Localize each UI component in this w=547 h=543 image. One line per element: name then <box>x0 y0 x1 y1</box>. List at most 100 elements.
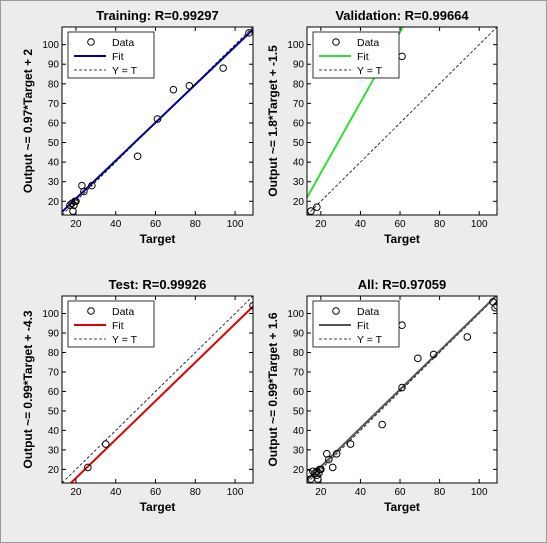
data-point <box>169 85 178 94</box>
data-point <box>153 115 162 123</box>
x-axis-label: Target <box>140 500 176 514</box>
legend-data-label: Data <box>357 306 379 318</box>
y-tick-label: 30 <box>48 177 60 188</box>
data-point <box>70 201 78 210</box>
x-axis-label: Target <box>384 232 420 246</box>
legend-identity-label: Y = T <box>112 65 138 77</box>
y-tick-label: 20 <box>48 465 60 476</box>
legend-data-label: Data <box>112 37 134 49</box>
y-tick-label: 40 <box>48 426 60 437</box>
x-tick-label: 80 <box>190 219 202 230</box>
identity-line <box>307 27 497 215</box>
y-tick-label: 50 <box>293 138 305 149</box>
data-point <box>185 81 194 90</box>
x-tick-label: 60 <box>394 219 406 230</box>
data-point <box>317 465 325 474</box>
x-tick-label: 100 <box>471 487 488 498</box>
y-tick-label: 90 <box>48 329 60 340</box>
x-tick-label: 80 <box>190 487 202 498</box>
y-axis-label: Output ~= 0.99*Target + -4.3 <box>21 310 35 468</box>
panel-validation: 20 40 60 80 100 20 30 40 50 60 70 80 90 100 Validation… <box>266 8 498 246</box>
legend: Data Fit Y = T <box>312 300 400 348</box>
legend-data-label: Data <box>112 306 134 318</box>
chart-title: Test: R=0.99926 <box>109 277 207 292</box>
data-point <box>315 469 323 478</box>
y-tick-label: 100 <box>287 309 304 320</box>
panel-training: 20 40 60 80 100 20 30 40 50 60 70 80 90 100 Training: … <box>21 8 254 246</box>
data-point <box>429 350 438 359</box>
fit-line <box>307 27 404 199</box>
y-tick-label: 60 <box>48 118 60 129</box>
data-point <box>398 383 406 392</box>
y-axis-label: Output ~= 1.8*Target + -1.5 <box>266 45 280 197</box>
data-point <box>245 29 253 37</box>
y-tick-label: 60 <box>48 387 60 398</box>
x-tick-label: 40 <box>355 219 367 230</box>
x-tick-label: 20 <box>315 487 327 498</box>
y-tick-label: 50 <box>48 406 60 417</box>
fit-line <box>69 305 253 483</box>
data-point <box>414 354 422 363</box>
y-tick-label: 40 <box>293 158 305 169</box>
data-point <box>378 420 387 429</box>
x-axis-label: Target <box>384 500 420 514</box>
legend: Data Fit Y = T <box>67 31 155 79</box>
y-tick-label: 30 <box>293 177 305 188</box>
legend-data-label: Data <box>357 37 379 49</box>
y-tick-label: 70 <box>293 99 305 110</box>
chart-title: Validation: R=0.99664 <box>335 8 469 23</box>
data-point <box>328 463 337 472</box>
plot-content <box>307 296 497 483</box>
x-tick-label: 80 <box>434 219 446 230</box>
fit-line <box>62 28 253 213</box>
chart-title: Training: R=0.99297 <box>96 8 218 23</box>
legend-identity-label: Y = T <box>357 65 383 77</box>
legend: Data Fit Y = T <box>67 300 155 348</box>
x-tick-label: 40 <box>110 219 122 230</box>
data-point <box>80 187 88 196</box>
data-point <box>66 201 74 210</box>
y-tick-label: 30 <box>293 445 305 456</box>
legend-fit-label: Fit <box>112 51 124 63</box>
y-tick-label: 50 <box>293 406 305 417</box>
data-point <box>311 469 319 478</box>
axes-box <box>306 295 498 484</box>
x-tick-label: 20 <box>70 219 82 230</box>
y-tick-label: 40 <box>293 426 305 437</box>
legend-data-marker <box>332 38 340 46</box>
y-tick-label: 80 <box>293 79 305 90</box>
y-tick-label: 20 <box>48 197 60 208</box>
data-point <box>491 303 497 312</box>
y-tick-label: 80 <box>48 348 60 359</box>
y-tick-label: 80 <box>48 79 60 90</box>
x-tick-label: 80 <box>434 487 446 498</box>
y-tick-label: 50 <box>48 138 60 149</box>
panel-all: 20 40 60 80 100 20 30 40 50 60 70 80 90 100 All: R=0.9… <box>266 277 498 514</box>
x-tick-label: 40 <box>355 487 367 498</box>
data-point <box>313 203 321 211</box>
legend: Data Fit Y = T <box>312 31 400 79</box>
data-point <box>72 197 80 206</box>
data-point <box>332 449 341 458</box>
data-point <box>307 207 315 215</box>
y-tick-label: 40 <box>48 158 60 169</box>
legend-identity-label: Y = T <box>112 334 138 346</box>
y-tick-label: 90 <box>293 60 305 71</box>
y-axis-label: Output ~= 0.97*Target + 2 <box>21 49 35 193</box>
axes-box <box>61 295 254 484</box>
x-tick-label: 100 <box>471 219 488 230</box>
legend-fit-label: Fit <box>357 320 369 332</box>
y-tick-label: 60 <box>293 118 305 129</box>
legend-data-marker <box>87 307 95 315</box>
legend-data-marker <box>332 307 340 315</box>
y-tick-label: 90 <box>293 329 305 340</box>
x-tick-label: 20 <box>315 219 327 230</box>
x-tick-label: 100 <box>227 487 244 498</box>
data-point <box>346 440 355 448</box>
data-point <box>101 440 110 448</box>
y-tick-label: 90 <box>48 60 60 71</box>
y-tick-label: 20 <box>293 197 305 208</box>
data-point <box>133 152 142 161</box>
x-tick-label: 20 <box>70 487 82 498</box>
y-tick-label: 80 <box>293 348 305 359</box>
